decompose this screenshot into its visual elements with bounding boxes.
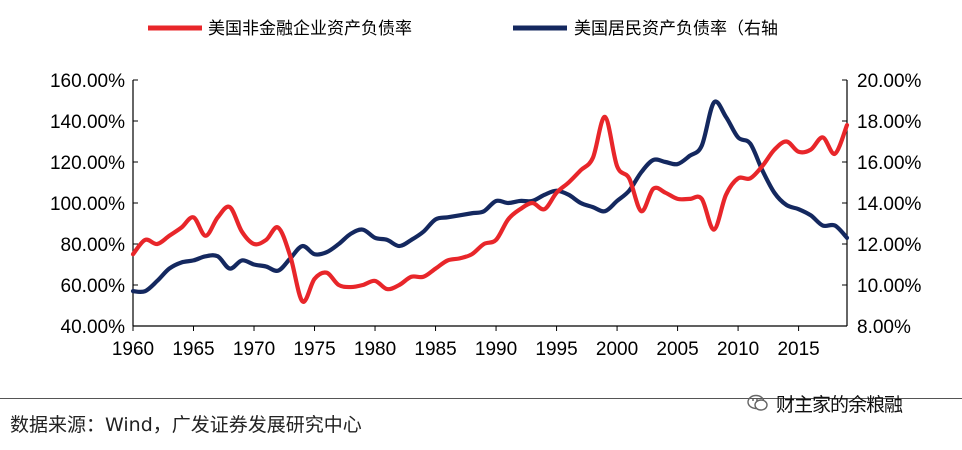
legend-label-household: 美国居民资产负债率（右轴 (574, 19, 778, 39)
y-left-tick-label: 100.00% (50, 194, 125, 215)
chart-axes: 40.00% 60.00% 80.00% 100.00% 120.00% 140.00% 1… (50, 71, 922, 360)
x-tick-label: 2010 (717, 339, 759, 360)
y-right-tick-label: 16.00% (857, 153, 922, 174)
y-right-tick-label: 10.00% (857, 276, 922, 297)
chart-legend: 美国非金融企业资产负债率 美国居民资产负债率（右轴 (148, 19, 778, 39)
y-right-tick-label: 8.00% (857, 317, 911, 338)
y-left-tick-label: 160.00% (50, 71, 125, 92)
x-tick-label: 1975 (293, 339, 335, 360)
watermark: 财主家的余粮融 (746, 388, 903, 418)
x-tick-label: 1995 (535, 339, 577, 360)
y-right-tick-label: 12.00% (857, 235, 922, 256)
y-left-tick-label: 120.00% (50, 153, 125, 174)
y-left-tick-label: 60.00% (61, 276, 126, 297)
series-line-household (130, 99, 850, 295)
series-line-corporate (130, 114, 850, 304)
watermark-text: 财主家的余粮融 (776, 393, 903, 416)
x-tick-label: 1980 (354, 339, 396, 360)
x-tick-label: 1990 (475, 339, 517, 360)
y-right-tick-label: 18.00% (857, 112, 922, 133)
wechat-icon (747, 394, 768, 411)
x-tick-label: 1970 (233, 339, 275, 360)
source-divider (0, 398, 962, 399)
y-right-tick-label: 14.00% (857, 194, 922, 215)
x-tick-label: 1960 (112, 339, 154, 360)
legend-label-corporate: 美国非金融企业资产负债率 (208, 19, 412, 39)
y-left-tick-label: 140.00% (50, 112, 125, 133)
chart-plot-area (130, 99, 850, 304)
x-tick-label: 1985 (414, 339, 456, 360)
y-left-tick-label: 40.00% (61, 317, 126, 338)
line-chart: 美国非金融企业资产负债率 美国居民资产负债率（右轴 40.00% 60.00% 80… (50, 19, 922, 360)
y-right-tick-label: 20.00% (857, 71, 922, 92)
source-note: 数据来源：Wind，广发证券发展研究中心 (10, 414, 362, 436)
y-left-tick-label: 80.00% (61, 235, 126, 256)
x-tick-label: 1965 (172, 339, 214, 360)
x-tick-label: 2015 (777, 339, 819, 360)
x-tick-label: 2005 (656, 339, 698, 360)
x-tick-label: 2000 (596, 339, 638, 360)
